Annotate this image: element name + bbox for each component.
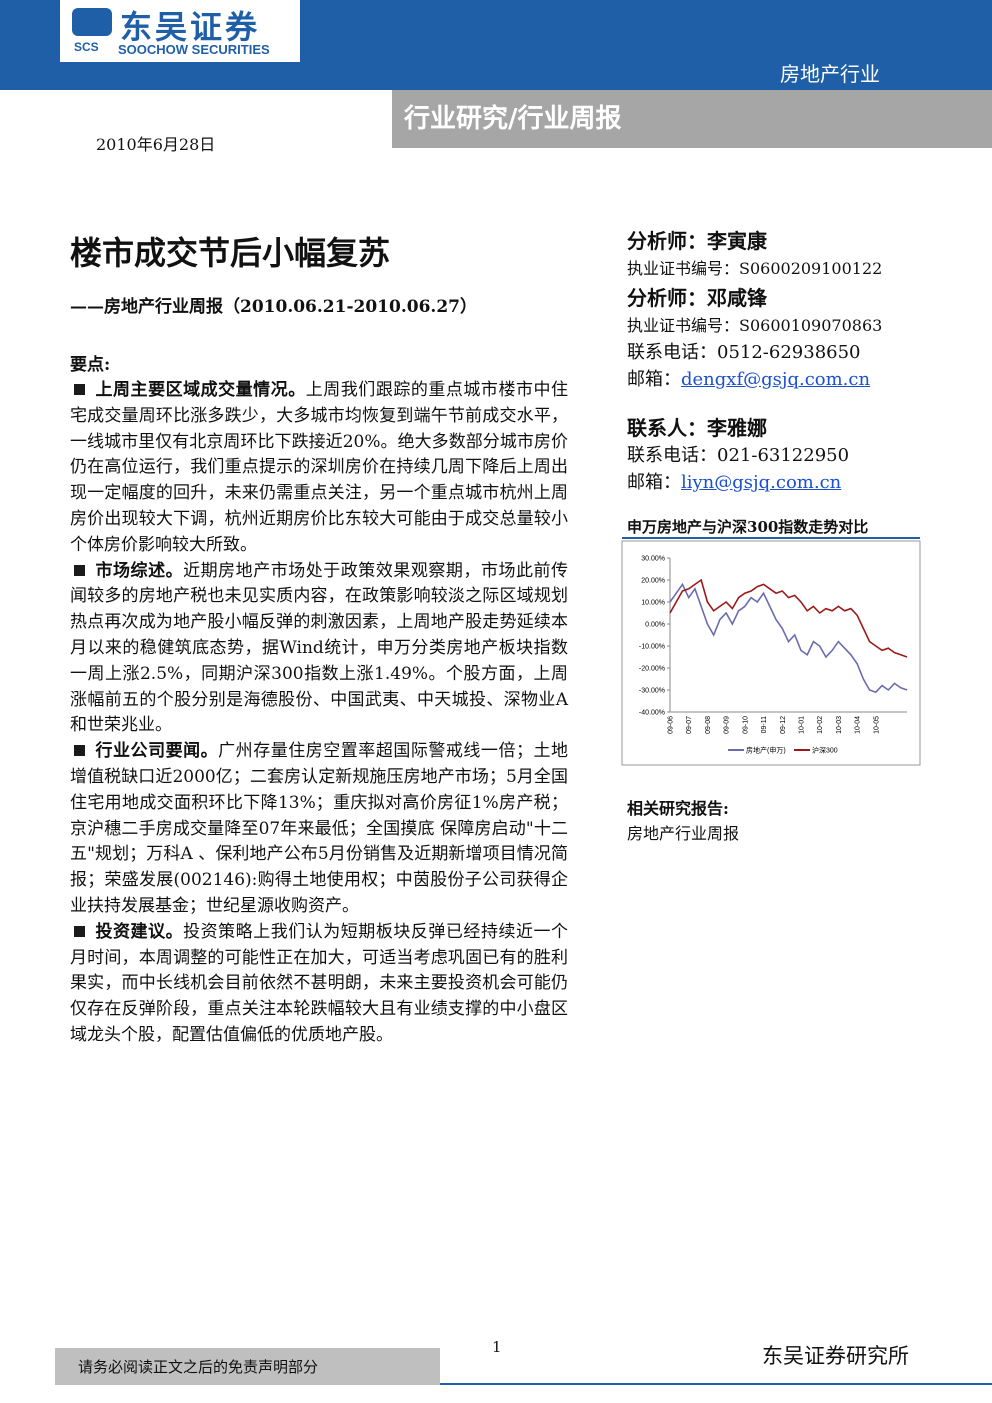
chart-frame: [621, 540, 921, 766]
industry: 房地产行业: [780, 62, 880, 86]
key-points: 上周主要区域成交量情况。上周我们跟踪的重点城市楼市中住宅成交量周环比涨多跌少，大…: [70, 378, 568, 1049]
section: 市场综述。近期房地产市场处于政策效果观察期，市场此前传闻较多的房地产税也未见实质…: [70, 559, 568, 740]
label: 联系电话：: [627, 445, 717, 466]
section: 上周主要区域成交量情况。上周我们跟踪的重点城市楼市中住宅成交量周环比涨多跌少，大…: [70, 378, 568, 559]
y-tick-label: -30.00%: [639, 688, 665, 695]
section: 投资建议。投资策略上我们认为短期板块反弹已经持续近一个月时间，本周调整的可能性正…: [70, 920, 568, 1049]
bullet: [74, 564, 85, 576]
series-line: [669, 582, 908, 694]
role: 联系人：: [627, 416, 707, 440]
role: 分析师：: [627, 229, 707, 253]
x-tick-label: 09-06: [668, 716, 675, 734]
legend-label: 房地产(申万): [746, 746, 786, 755]
x-tick-label: 10-05: [873, 716, 880, 734]
institute: 东吴证券研究所: [762, 1344, 909, 1368]
label: 邮箱：: [627, 472, 681, 493]
keypoints-heading: 要点:: [70, 355, 111, 375]
title: 楼市成交节后小幅复苏: [70, 234, 391, 272]
section: 行业公司要闻。广州存量住房空置率超国际警戒线一倍；土地增值税缺口近2000亿；二…: [70, 739, 568, 920]
section-body: 近期房地产市场处于政策效果观察期，市场此前传闻较多的房地产税也未见实质内容，在政…: [70, 560, 569, 736]
logo-icon: [72, 8, 112, 36]
label: 联系电话：: [627, 342, 717, 363]
section-heading: 市场综述。: [95, 560, 184, 581]
chart-rule: [622, 537, 920, 539]
y-tick-label: 30.00%: [641, 556, 665, 563]
phone: 021-63122950: [717, 445, 850, 466]
x-tick-label: 10-04: [855, 716, 862, 734]
subtitle: ——房地产行业周报（2010.06.21-2010.06.27）: [70, 297, 477, 317]
footer-rule: [440, 1383, 992, 1385]
report-type: 行业研究/行业周报: [404, 104, 622, 134]
x-tick-label: 09-09: [724, 716, 731, 734]
footer-box: [55, 1348, 440, 1385]
section-body: 广州存量住房空置率超国际警戒线一倍；土地增值税缺口近2000亿；二套房认定新规施…: [70, 741, 569, 916]
page-number: 1: [492, 1338, 502, 1356]
section-heading: 上周主要区域成交量情况。: [95, 380, 306, 400]
cert: S0600109070863: [739, 316, 883, 335]
role: 分析师：: [627, 286, 707, 310]
x-tick-label: 09-07: [686, 716, 693, 734]
email[interactable]: liyn@gsjq.com.cn: [681, 472, 842, 493]
bullet: [74, 925, 85, 937]
cert: S0600209100122: [739, 259, 883, 278]
bullet: [74, 745, 85, 757]
logo-en: SOOCHOW SECURITIES: [118, 42, 270, 57]
logo-cn: 东吴证券: [120, 8, 261, 46]
x-tick-label: 09-11: [761, 716, 768, 733]
x-tick-label: 09-10: [742, 716, 749, 734]
y-tick-label: 20.00%: [641, 578, 665, 585]
y-tick-label: -20.00%: [639, 666, 665, 673]
section-body: 投资策略上我们认为短期板块反弹已经持续近一个月时间，本周调整的可能性正在加大，可…: [70, 921, 569, 1045]
date: 2010年6月28日: [96, 135, 216, 154]
y-tick-label: 0.00%: [645, 622, 665, 629]
x-tick-label: 09-12: [780, 716, 787, 734]
analyst-name: 邓咸锋: [707, 286, 767, 310]
x-tick-label: 10-01: [798, 716, 805, 734]
label: 执业证书编号：: [627, 259, 740, 278]
chart: 30.00% 20.00% 10.00% 0.00% -10.00% -20.00% -30…: [621, 540, 921, 766]
legend-label: 沪深300: [812, 746, 838, 755]
section-heading: 投资建议。: [95, 921, 184, 942]
related-list: 房地产行业周报: [627, 820, 739, 844]
related-item: 房地产行业周报: [627, 824, 740, 843]
x-tick-label: 10-03: [836, 716, 843, 734]
chart-title: 申万房地产与沪深300指数走势对比: [627, 518, 869, 536]
logo-abbr: SCS: [74, 40, 99, 54]
y-tick-label: -10.00%: [639, 644, 665, 651]
series-line: [669, 578, 908, 658]
type-bar: [392, 90, 992, 148]
y-tick-label: 10.00%: [641, 600, 665, 607]
y-tick-label: -40.00%: [639, 710, 665, 717]
disclaimer: 请务必阅读正文之后的免责声明部分: [78, 1358, 319, 1376]
x-tick-label: 10-02: [817, 716, 824, 734]
section-heading: 行业公司要闻。: [95, 741, 219, 762]
email[interactable]: dengxf@gsjq.com.cn: [681, 369, 871, 390]
bullet: [74, 384, 85, 395]
x-tick-label: 09-08: [705, 716, 712, 734]
analysts: 分析师：李寅康 执业证书编号：S0600209100122 分析师：邓咸锋 执业…: [627, 227, 882, 496]
contact-name: 李雅娜: [707, 416, 767, 440]
analyst-name: 李寅康: [707, 229, 767, 253]
label: 邮箱：: [627, 369, 681, 390]
phone: 0512-62938650: [717, 342, 861, 363]
related-heading: 相关研究报告:: [627, 799, 729, 818]
section-body: 上周我们跟踪的重点城市楼市中住宅成交量周环比涨多跌少，大多城市均恢复到端午节前成…: [70, 380, 569, 555]
logo: SCS 东吴证券 SOOCHOW SECURITIES: [60, 0, 300, 62]
label: 执业证书编号：: [627, 316, 740, 335]
